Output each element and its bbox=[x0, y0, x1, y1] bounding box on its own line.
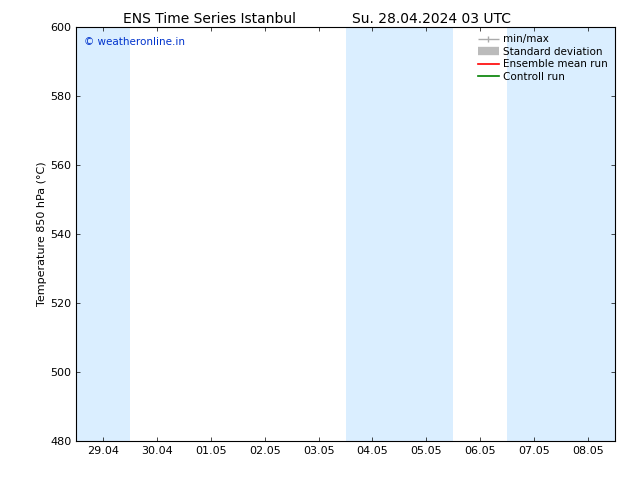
Text: © weatheronline.in: © weatheronline.in bbox=[84, 37, 185, 48]
Text: ENS Time Series Istanbul: ENS Time Series Istanbul bbox=[123, 12, 295, 26]
Text: Su. 28.04.2024 03 UTC: Su. 28.04.2024 03 UTC bbox=[352, 12, 510, 26]
Y-axis label: Temperature 850 hPa (°C): Temperature 850 hPa (°C) bbox=[37, 162, 47, 306]
Bar bbox=[507, 27, 615, 441]
Bar bbox=[76, 27, 130, 441]
Legend: min/max, Standard deviation, Ensemble mean run, Controll run: min/max, Standard deviation, Ensemble me… bbox=[474, 30, 612, 86]
Bar bbox=[346, 27, 453, 441]
